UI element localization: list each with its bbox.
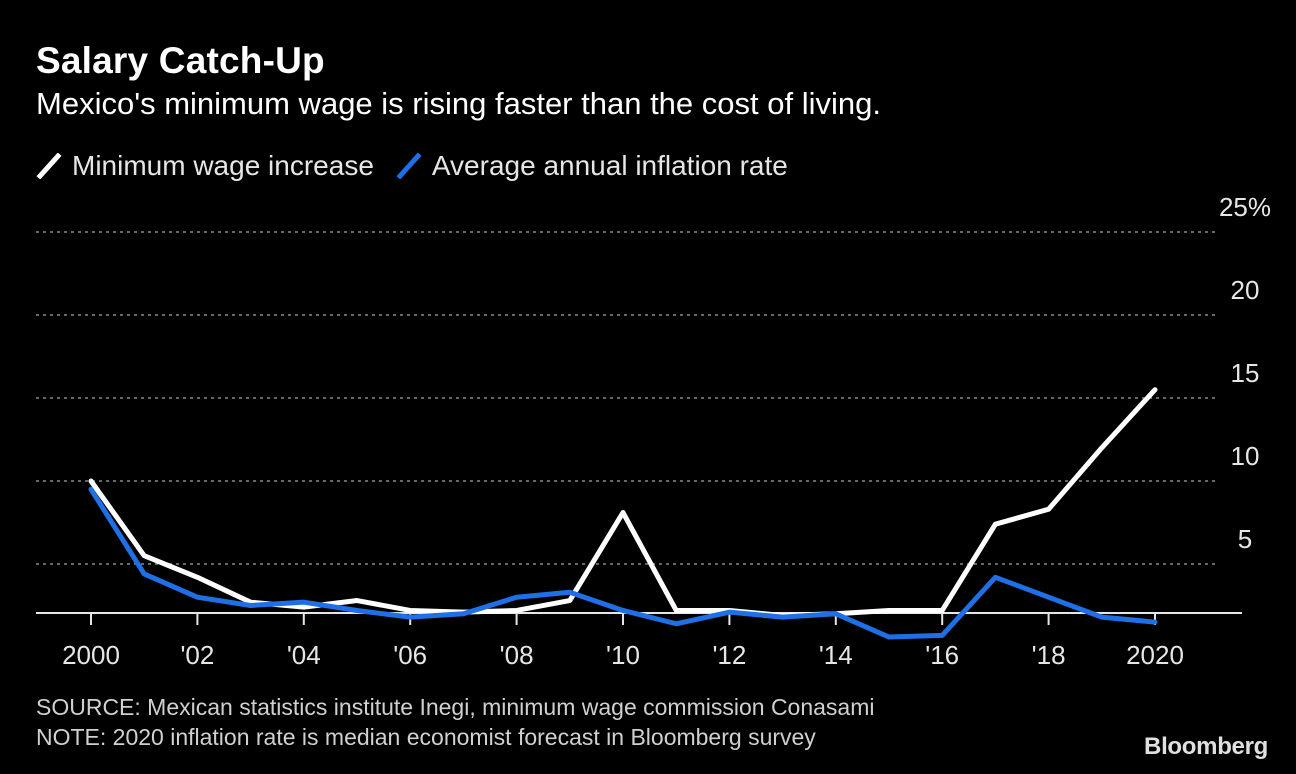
x-tick-label-2002: '02 <box>180 640 214 670</box>
x-tick-label-2006: '06 <box>393 640 427 670</box>
x-tick-label-2012: '12 <box>712 640 746 670</box>
legend-item-minimum-wage: Minimum wage increase <box>36 150 374 182</box>
gridlines <box>36 231 1215 565</box>
x-tick-label-2004: '04 <box>287 640 321 670</box>
x-tick-label-2020: 2020 <box>1126 640 1184 670</box>
x-tick-label-2008: '08 <box>500 640 534 670</box>
footer: SOURCE: Mexican statistics institute Ine… <box>36 692 875 752</box>
series-lines <box>88 387 1158 640</box>
x-axis-labels: 2000 '02 '04 '06 '08 '10 '12 '14 '16 '18 2020 <box>62 640 1184 670</box>
y-tick-label-25: 25% <box>1219 192 1271 222</box>
series-line-minimum-wage <box>88 387 1158 618</box>
footnote: NOTE: 2020 inflation rate is median econ… <box>36 724 816 750</box>
legend-label-minimum-wage: Minimum wage increase <box>72 150 374 181</box>
y-tick-label-20: 20 <box>1231 275 1260 305</box>
y-tick-label-10: 10 <box>1231 441 1260 471</box>
x-tick-label-2010: '10 <box>606 640 640 670</box>
legend-label-inflation: Average annual inflation rate <box>431 150 788 181</box>
legend-swatch-inflation <box>396 153 422 179</box>
x-tick-label-2000: 2000 <box>62 640 120 670</box>
series-line-inflation <box>88 486 1158 640</box>
chart-subtitle: Mexico's minimum wage is rising faster t… <box>36 86 881 121</box>
legend: Minimum wage increase Average annual inf… <box>36 150 810 182</box>
x-tick-label-2018: '18 <box>1032 640 1066 670</box>
legend-swatch-minimum-wage <box>36 153 62 179</box>
source-note: SOURCE: Mexican statistics institute Ine… <box>36 694 875 720</box>
x-tick-label-2016: '16 <box>925 640 959 670</box>
x-tick-label-2014: '14 <box>819 640 853 670</box>
bloomberg-logo: Bloomberg <box>1144 733 1268 760</box>
y-tick-label-5: 5 <box>1238 524 1252 554</box>
y-tick-label-15: 15 <box>1231 358 1260 388</box>
y-axis-labels: 5 10 15 20 25% <box>1219 192 1271 554</box>
chart-title: Salary Catch-Up <box>36 40 325 81</box>
legend-item-inflation: Average annual inflation rate <box>396 150 788 182</box>
